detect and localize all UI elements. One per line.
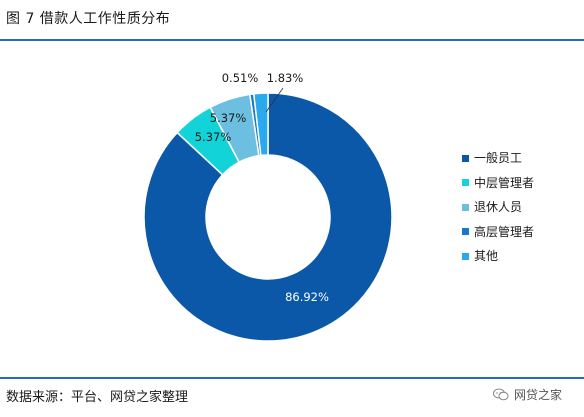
legend-item-2: 中层管理者 — [462, 171, 534, 196]
legend-swatch — [462, 154, 469, 162]
data-source-note: 数据来源：平台、网贷之家整理 — [6, 390, 189, 405]
data-label-5: 1.83% — [267, 71, 304, 85]
legend-label: 其他 — [474, 249, 499, 263]
donut-slice-5 — [252, 92, 269, 157]
legend-label: 一般员工 — [474, 151, 523, 165]
legend-item-1: 一般员工 — [462, 146, 534, 171]
chart-legend: 一般员工中层管理者退休人员高层管理者其他 — [462, 146, 534, 269]
legend-item-5: 其他 — [462, 244, 534, 269]
wechat-icon — [492, 388, 509, 401]
legend-item-4: 高层管理者 — [462, 220, 534, 245]
data-label-3: 5.37% — [210, 111, 247, 125]
bottom-divider — [0, 377, 584, 379]
legend-item-3: 退休人员 — [462, 195, 534, 220]
brand-watermark: 网贷之家 — [492, 386, 562, 403]
legend-label: 中层管理者 — [474, 175, 535, 190]
donut-slice-1 — [143, 92, 393, 342]
data-label-2: 5.37% — [195, 130, 232, 144]
legend-swatch — [462, 203, 469, 211]
top-divider — [0, 39, 584, 41]
legend-swatch — [462, 179, 469, 187]
legend-swatch — [462, 228, 469, 236]
legend-swatch — [462, 252, 469, 260]
legend-label: 退休人员 — [474, 200, 523, 214]
legend-label: 高层管理者 — [474, 224, 535, 239]
leader-line-5 — [265, 87, 284, 113]
donut-chart: 86.92% 5.37% 5.37% 0.51% 1.83% — [143, 71, 393, 342]
brand-name: 网贷之家 — [513, 388, 562, 402]
chart-title: 图 7 借款人工作性质分布 — [6, 11, 171, 27]
data-label-1: 86.92% — [285, 290, 329, 304]
data-label-4: 0.51% — [222, 71, 259, 85]
